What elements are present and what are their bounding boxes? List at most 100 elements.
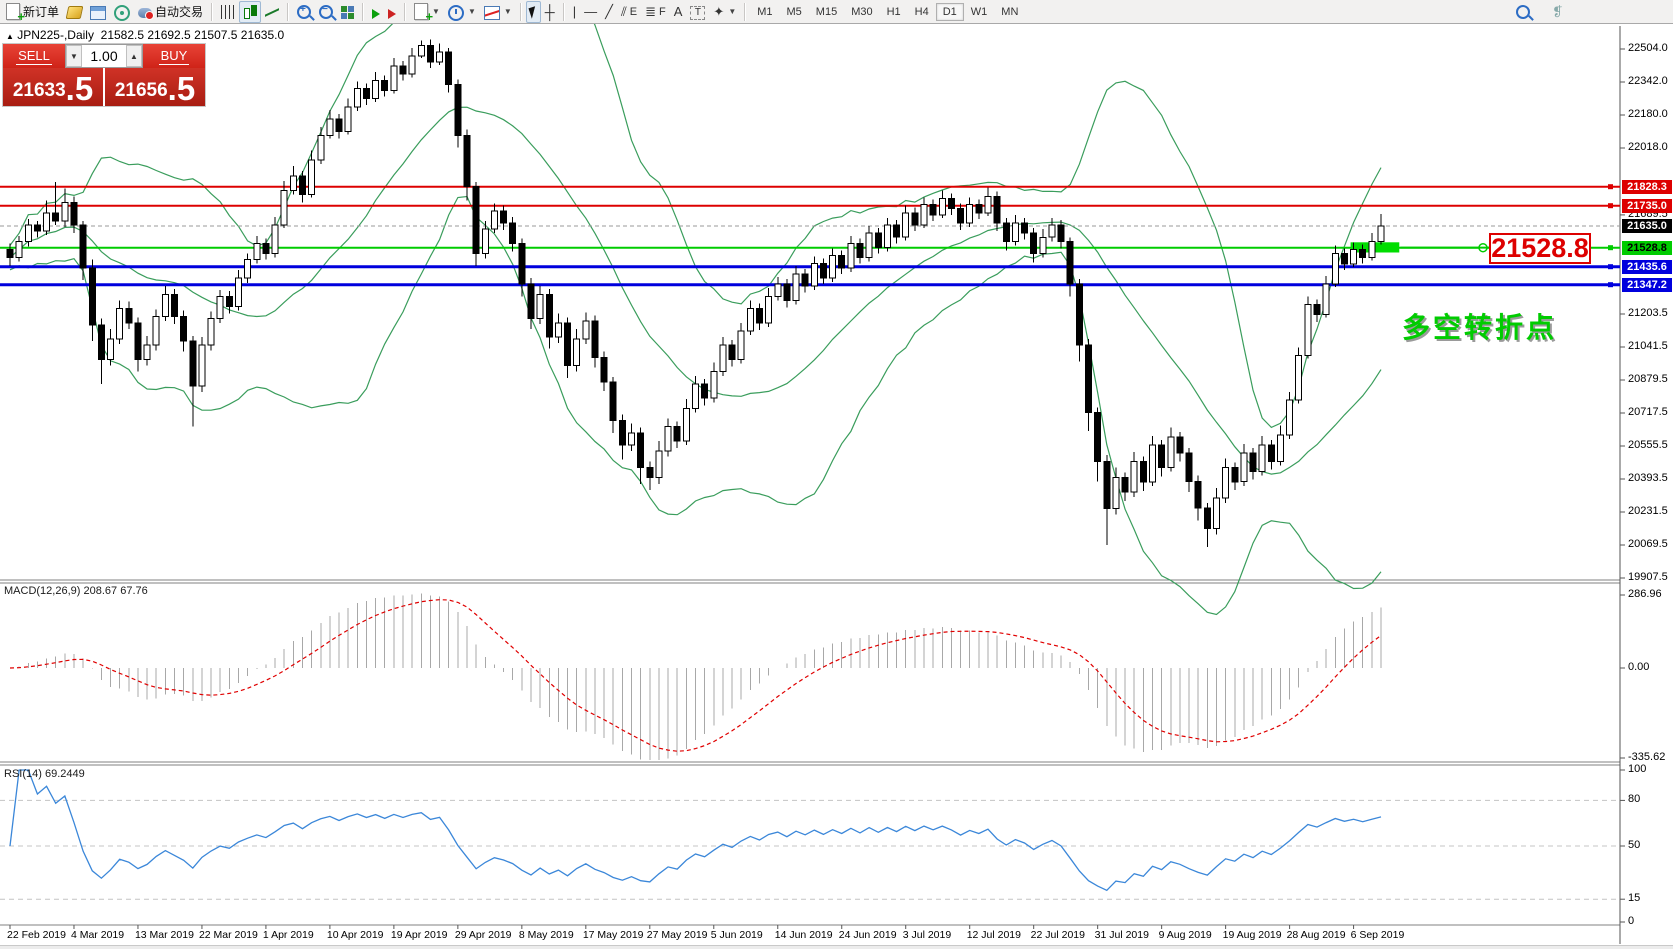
timeframe-m1[interactable]: M1 (757, 5, 773, 18)
profiles-button[interactable] (63, 1, 86, 23)
line-handle[interactable] (1608, 184, 1613, 190)
volume-increase-button[interactable]: ▲ (126, 45, 142, 67)
date-label: 5 Jun 2019 (710, 929, 763, 941)
auto-scroll-button[interactable] (368, 1, 384, 23)
toolbar-separator (404, 2, 407, 21)
buy-price[interactable]: 21656 .5 (105, 68, 205, 106)
zoom-in-icon: + (297, 4, 312, 19)
horizontal-line-button[interactable]: — (580, 1, 601, 23)
search-button[interactable] (1512, 1, 1534, 23)
vertical-line-button[interactable]: | (569, 1, 580, 23)
timeframe-w1[interactable]: W1 (970, 5, 988, 18)
signals-button[interactable] (110, 1, 134, 23)
line-handle[interactable] (1608, 245, 1613, 251)
zoom-out-button[interactable]: − (315, 1, 337, 23)
macd-label: MACD(12,26,9) 208.67 67.76 (4, 585, 148, 597)
tile-windows-icon (341, 5, 355, 19)
candlestick-chart-icon (243, 5, 258, 19)
line-chart-button[interactable] (261, 1, 283, 23)
dropdown-arrow-icon: ▼ (467, 7, 476, 16)
new-chart-button[interactable]: ▼ (410, 1, 444, 24)
autotrading-button[interactable]: 自动交易 (134, 1, 207, 23)
buy-button[interactable]: BUY (143, 44, 205, 68)
price-tick-label: 21041.5 (1628, 339, 1668, 352)
volume-decrease-button[interactable]: ▼ (66, 45, 82, 67)
line-handle[interactable] (1608, 282, 1613, 288)
text-button[interactable]: A (670, 1, 687, 23)
price-level-chip: 21635.0 (1622, 219, 1672, 234)
bar-chart-button[interactable] (217, 1, 239, 23)
date-label: 10 Apr 2019 (326, 929, 384, 941)
new-order-button[interactable]: 新订单 (2, 1, 63, 24)
chart-ohlc-values: 21582.5 21692.5 21507.5 21635.0 (100, 28, 285, 42)
autotrading-icon (138, 8, 155, 20)
macd-axis-label: 286.96 (1628, 588, 1662, 600)
new-order-icon (6, 3, 25, 24)
cursor-icon (528, 6, 539, 19)
text-label-button[interactable]: T (686, 1, 709, 23)
clock-icon (447, 4, 464, 21)
toolbar-separator (562, 2, 565, 21)
market-watch-button[interactable] (86, 1, 110, 23)
timeframe-h4[interactable]: H4 (914, 5, 929, 18)
crosshair-button[interactable]: ┼ (541, 1, 559, 23)
timeframe-h1[interactable]: H1 (886, 5, 901, 18)
volume-value[interactable]: 1.00 (90, 48, 118, 64)
fibonacci-icon: ≣ (645, 3, 656, 19)
buy-price-pips: .5 (167, 70, 196, 107)
price-tick-label: 20393.5 (1628, 471, 1668, 484)
timeframe-m30[interactable]: M30 (851, 5, 873, 18)
toolbar-separator (362, 2, 365, 21)
chart-window: ▲ JPN225-,Daily 21582.5 21692.5 21507.5 … (0, 24, 1673, 949)
price-callout-box[interactable]: 21528.8 (1489, 232, 1591, 264)
chat-icon: ❡ (1552, 3, 1563, 19)
vertical-line-icon: | (572, 3, 577, 19)
timeframe-d1[interactable]: D1 (935, 2, 964, 21)
text-icon: A (673, 3, 683, 19)
sell-price-main: 21633 (12, 80, 66, 101)
date-label: 27 May 2019 (646, 929, 708, 941)
bar-chart-icon (221, 5, 236, 19)
crosshair-icon: ┼ (544, 3, 555, 20)
date-label: 17 May 2019 (582, 929, 644, 941)
sell-button[interactable]: SELL (3, 44, 65, 68)
chart-shift-button[interactable] (384, 1, 400, 23)
chinese-annotation[interactable]: 多空转折点 (1402, 312, 1558, 343)
date-label: 31 Jul 2019 (1094, 929, 1149, 941)
price-tick-label: 20231.5 (1628, 504, 1668, 517)
signals-icon (114, 4, 131, 21)
timeframe-m15[interactable]: M15 (815, 5, 838, 18)
line-handle[interactable] (1608, 264, 1613, 270)
date-label: 3 Jul 2019 (902, 929, 952, 941)
cursor-button[interactable] (525, 0, 541, 23)
toolbar-separator (744, 2, 747, 21)
sell-price[interactable]: 21633 .5 (3, 68, 103, 106)
equidistant-channel-button[interactable]: ⫽ E (617, 1, 641, 23)
indicators-button[interactable]: ▼ (480, 1, 516, 23)
rsi-axis-label: 80 (1628, 793, 1641, 806)
trendline-button[interactable]: ╱ (601, 1, 617, 23)
rsi-axis-label: 0 (1628, 915, 1635, 927)
fibonacci-button[interactable]: ≣ F (641, 1, 670, 23)
timeframe-m5[interactable]: M5 (786, 5, 802, 18)
line-handle[interactable] (1608, 203, 1613, 209)
profiles-icon (65, 6, 84, 19)
community-button[interactable]: ❡ (1548, 1, 1567, 23)
text-label-icon: T (690, 5, 706, 20)
price-chart-canvas[interactable] (0, 24, 1673, 949)
candlestick-chart-button[interactable] (239, 0, 262, 23)
periods-button[interactable]: ▼ (444, 1, 480, 23)
tile-windows-button[interactable] (337, 1, 358, 23)
rsi-axis-label: 15 (1628, 892, 1641, 905)
dropdown-arrow-icon: ▼ (728, 7, 737, 16)
arrows-button[interactable]: ✦ ▼ (709, 1, 740, 23)
date-label: 9 Aug 2019 (1158, 929, 1212, 941)
new-chart-icon (414, 3, 433, 24)
timeframe-mn[interactable]: MN (1001, 5, 1019, 18)
sell-price-pips: .5 (65, 70, 94, 107)
zoom-in-button[interactable]: + (293, 1, 315, 23)
price-tick-label: 19907.5 (1628, 571, 1668, 583)
dropdown-arrow-icon: ▼ (432, 7, 440, 16)
channel-letter: E (629, 5, 638, 18)
